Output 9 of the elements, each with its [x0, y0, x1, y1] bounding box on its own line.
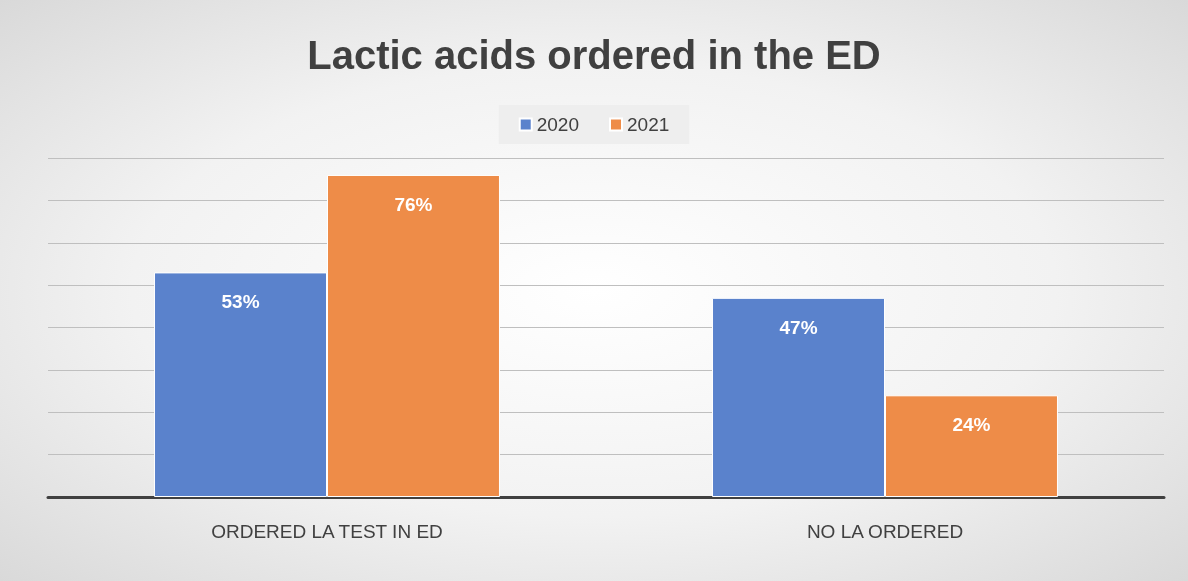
data-label: 24% — [952, 414, 991, 436]
data-label: 53% — [221, 291, 260, 313]
data-label: 47% — [779, 316, 818, 338]
data-label: 76% — [394, 193, 433, 215]
legend-label: 2020 — [536, 114, 580, 135]
legend-label: 2021 — [627, 114, 670, 135]
chart-title: Lactic acids ordered in the ED — [307, 33, 881, 77]
x-tick-label: ORDERED LA TEST IN ED — [211, 521, 443, 542]
x-tick-label: NO LA ORDERED — [806, 521, 964, 542]
